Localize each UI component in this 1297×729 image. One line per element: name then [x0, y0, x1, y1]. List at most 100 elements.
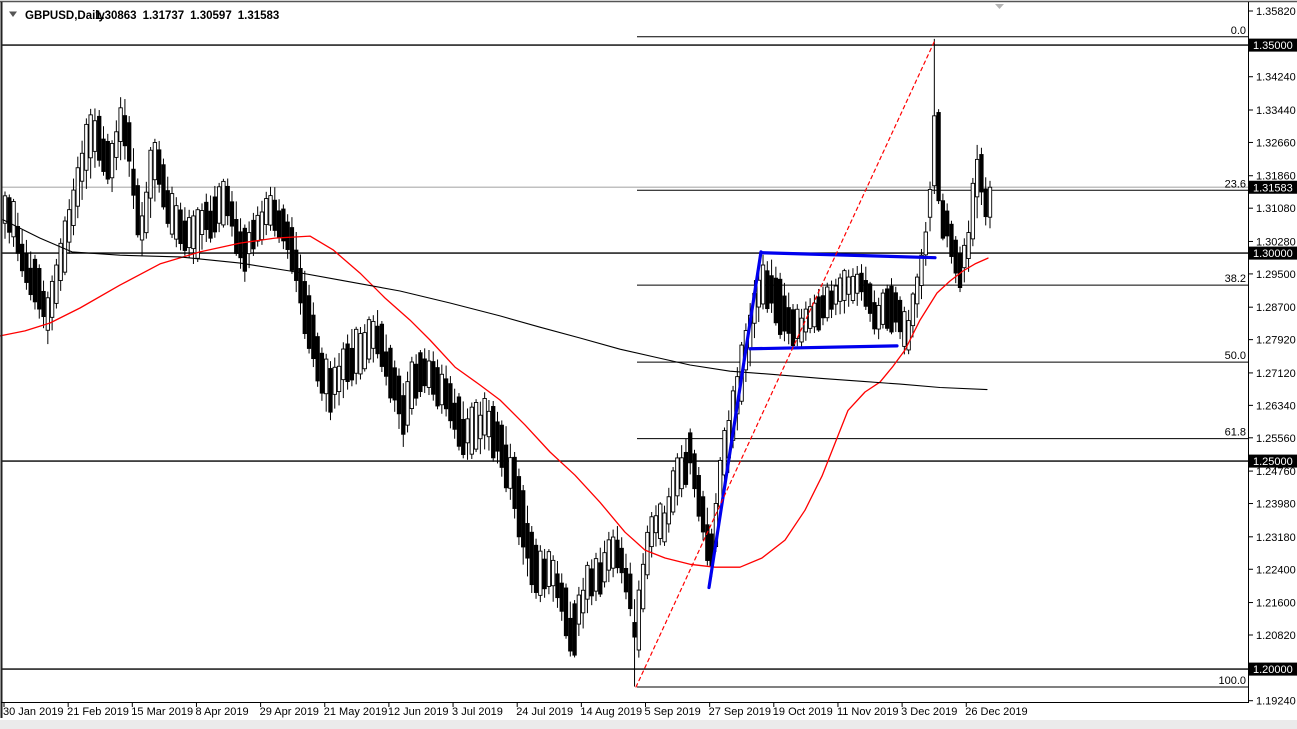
candle-body — [195, 209, 200, 259]
candle — [807, 298, 813, 334]
candle — [187, 209, 192, 258]
candle-body — [503, 444, 509, 489]
candle — [131, 148, 136, 209]
candle — [927, 181, 933, 232]
candle — [932, 38, 937, 195]
candle-body — [109, 142, 115, 179]
candle-body — [216, 186, 222, 224]
candle — [195, 207, 200, 263]
candle-body — [101, 138, 106, 172]
candle — [79, 140, 85, 200]
candle-body — [281, 208, 286, 242]
candle-body — [328, 368, 333, 413]
candle-body — [825, 286, 830, 319]
chart-shift-marker-icon[interactable] — [995, 4, 1004, 9]
trendline-blue[interactable] — [748, 344, 899, 351]
candle-body — [867, 283, 873, 314]
candle — [371, 315, 376, 363]
candle-body — [756, 279, 761, 308]
time-axis[interactable]: 30 Jan 2019 21 Feb 2019 15 Mar 2019 8 Apr 2… — [3, 703, 1028, 718]
candle — [461, 401, 466, 459]
candle-body — [910, 293, 916, 327]
candle-body — [54, 264, 59, 304]
candle — [127, 116, 132, 177]
candle — [465, 408, 470, 460]
candle — [632, 599, 637, 687]
candle-body — [354, 328, 359, 374]
trendline-blue[interactable] — [707, 250, 763, 590]
candle-body — [259, 211, 265, 240]
candle-body — [765, 270, 770, 310]
price-tick-label: 1.25560 — [1256, 433, 1296, 445]
date-tick-label: 26 Dec 2019 — [965, 706, 1027, 718]
trendline-red-dashed[interactable] — [635, 39, 936, 688]
price-tick-label: 1.21600 — [1256, 598, 1296, 610]
candle-body — [298, 268, 303, 304]
candle-body — [461, 418, 466, 455]
trendlines-layer[interactable] — [635, 39, 937, 688]
candle — [551, 555, 556, 602]
candle-body — [225, 185, 230, 217]
price-tick-label: 1.35820 — [1256, 6, 1296, 18]
candle — [850, 268, 856, 304]
candle — [615, 526, 620, 574]
candle — [893, 286, 898, 332]
candle-body — [670, 470, 676, 513]
candle — [957, 246, 963, 293]
candle-body — [371, 320, 376, 349]
candle-body — [615, 539, 620, 569]
candle-body — [863, 280, 868, 307]
candle-body — [114, 131, 119, 158]
candle — [773, 266, 779, 326]
price-tick-label: 1.22400 — [1256, 564, 1296, 576]
candle-body — [349, 347, 355, 381]
candle — [122, 99, 128, 160]
candle-body — [37, 267, 42, 310]
candle-body — [165, 190, 170, 224]
candle-body — [131, 168, 136, 196]
candle — [405, 371, 410, 433]
candle — [7, 194, 12, 244]
candle-body — [593, 558, 599, 592]
candle — [366, 316, 372, 364]
candle — [593, 552, 599, 602]
date-tick-label: 3 Dec 2019 — [901, 706, 957, 718]
candle — [157, 140, 162, 193]
candle — [846, 269, 851, 307]
candle-body — [178, 209, 183, 245]
candle — [354, 326, 359, 385]
candle-body — [362, 332, 367, 370]
price-tick-label: 1.24760 — [1256, 466, 1296, 478]
candle — [302, 270, 307, 339]
price-axis[interactable]: 1.35820 1.34240 1.33440 1.32660 1.31860 1.310… — [1249, 6, 1297, 708]
candle-body — [302, 281, 307, 335]
candle — [204, 193, 209, 242]
trendline-blue[interactable] — [759, 251, 937, 260]
candle-body — [829, 290, 834, 310]
candle-body — [431, 361, 436, 395]
candle — [692, 449, 697, 498]
candle — [495, 411, 500, 464]
candle-body — [324, 358, 329, 395]
fib-level-label: 38.2 — [1225, 273, 1246, 285]
candle-body — [32, 258, 38, 303]
candle — [242, 224, 247, 282]
candle-body — [105, 140, 110, 180]
candle-body — [84, 123, 89, 171]
candle-body — [760, 264, 766, 305]
candle — [778, 272, 783, 339]
candle — [281, 204, 286, 250]
candle-body — [790, 309, 796, 346]
candle-body — [975, 158, 980, 198]
candle-body — [139, 215, 145, 241]
candle-body — [675, 457, 680, 497]
price-tick-label: 1.31860 — [1256, 171, 1296, 183]
candle — [431, 351, 436, 401]
candle — [221, 178, 226, 228]
candle — [452, 388, 457, 439]
date-tick-label: 11 Nov 2019 — [837, 706, 899, 718]
candle-body — [696, 475, 701, 517]
candle — [803, 301, 808, 341]
candle-body — [508, 457, 513, 489]
